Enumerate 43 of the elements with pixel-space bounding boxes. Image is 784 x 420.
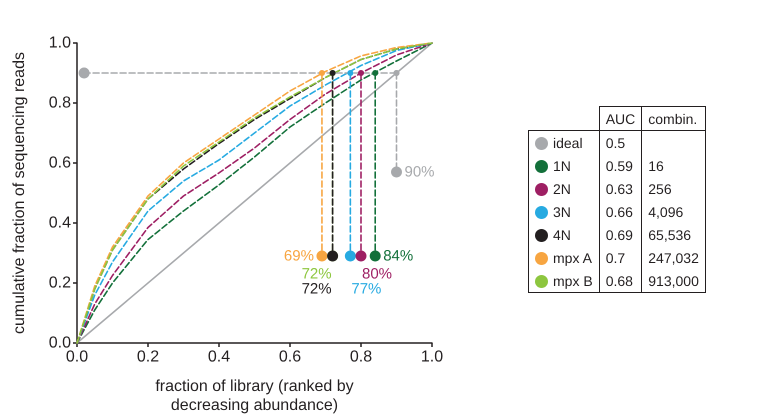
text: 4,096 <box>642 200 706 223</box>
y-tick-label: 0.0 <box>48 334 72 352</box>
legend-label: ideal <box>528 130 600 154</box>
y-tick-label: 1.0 <box>48 34 72 52</box>
legend-label: 1N <box>528 154 600 177</box>
x-tick-label: 0.2 <box>136 348 160 366</box>
annotation: 72% <box>302 266 332 282</box>
annotation: 80% <box>362 266 392 282</box>
text: AUC <box>599 106 642 130</box>
x-tick-label: 0.6 <box>278 348 302 366</box>
legend-label: 4N <box>528 223 600 246</box>
annotation: 90% <box>404 164 435 180</box>
text: combin. <box>642 106 706 130</box>
text: 16 <box>642 154 706 177</box>
legend-label: mpx B <box>528 269 600 292</box>
text: 65,536 <box>642 223 706 246</box>
text: 0.69 <box>599 223 642 246</box>
text: 913,000 <box>642 269 706 292</box>
text: 0.68 <box>599 269 642 292</box>
y-tick-label: 0.2 <box>48 274 72 292</box>
y-tick-label: 0.4 <box>48 214 72 232</box>
text: 0.66 <box>599 200 642 223</box>
x-tick-label: 1.0 <box>420 348 444 366</box>
x-axis-title: fraction of library (ranked by decreasing abundance) <box>155 378 354 414</box>
text: 0.5 <box>599 130 642 154</box>
legend-label: 3N <box>528 200 600 223</box>
x-tick-label: 0.0 <box>66 348 88 366</box>
annotation: 72% <box>302 280 332 298</box>
text: 0.59 <box>599 154 642 177</box>
y-tick-label: 0.6 <box>48 154 72 172</box>
x-tick-label: 0.8 <box>350 348 372 366</box>
annotation: 69% <box>284 248 314 264</box>
text: 247,032 <box>642 246 706 269</box>
text: 0.7 <box>599 246 642 269</box>
text: 256 <box>642 177 706 200</box>
text: 0.63 <box>599 177 642 200</box>
legend-label: 2N <box>528 177 600 200</box>
legend-label: mpx A <box>528 246 600 269</box>
y-tick-label: 0.8 <box>48 94 72 112</box>
annotation: 77% <box>351 280 382 298</box>
annotation: 84% <box>383 248 414 264</box>
y-axis-title: cumulative fraction of sequencing reads <box>11 52 28 334</box>
x-tick-label: 0.4 <box>208 348 230 366</box>
